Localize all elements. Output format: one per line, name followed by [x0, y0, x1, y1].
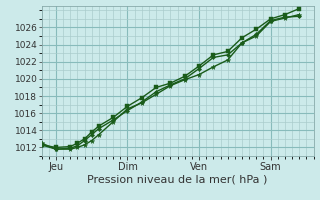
X-axis label: Pression niveau de la mer( hPa ): Pression niveau de la mer( hPa ) [87, 174, 268, 184]
